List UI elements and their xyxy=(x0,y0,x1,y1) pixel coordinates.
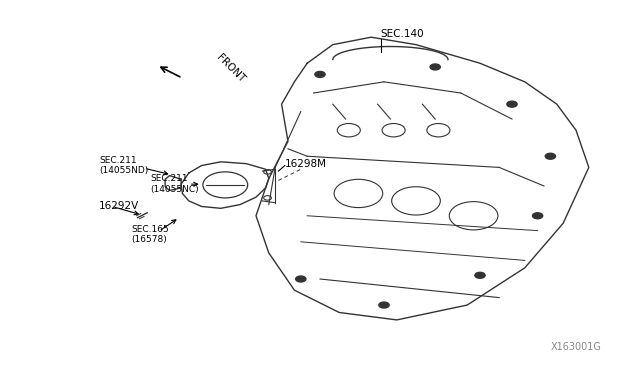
Text: SEC.211
(14055NC): SEC.211 (14055NC) xyxy=(150,174,199,194)
Circle shape xyxy=(507,101,517,107)
Circle shape xyxy=(545,153,556,159)
Text: SEC.211
(14055ND): SEC.211 (14055ND) xyxy=(99,156,148,175)
Text: SEC.140: SEC.140 xyxy=(381,29,424,39)
Circle shape xyxy=(475,272,485,278)
Text: 16292V: 16292V xyxy=(99,202,140,211)
Circle shape xyxy=(532,213,543,219)
Text: FRONT: FRONT xyxy=(214,53,246,85)
Circle shape xyxy=(296,276,306,282)
Circle shape xyxy=(315,71,325,77)
Circle shape xyxy=(430,64,440,70)
Text: 16298M: 16298M xyxy=(285,159,327,169)
Circle shape xyxy=(379,302,389,308)
Text: SEC.165
(16578): SEC.165 (16578) xyxy=(131,225,169,244)
Text: X163001G: X163001G xyxy=(551,341,602,352)
